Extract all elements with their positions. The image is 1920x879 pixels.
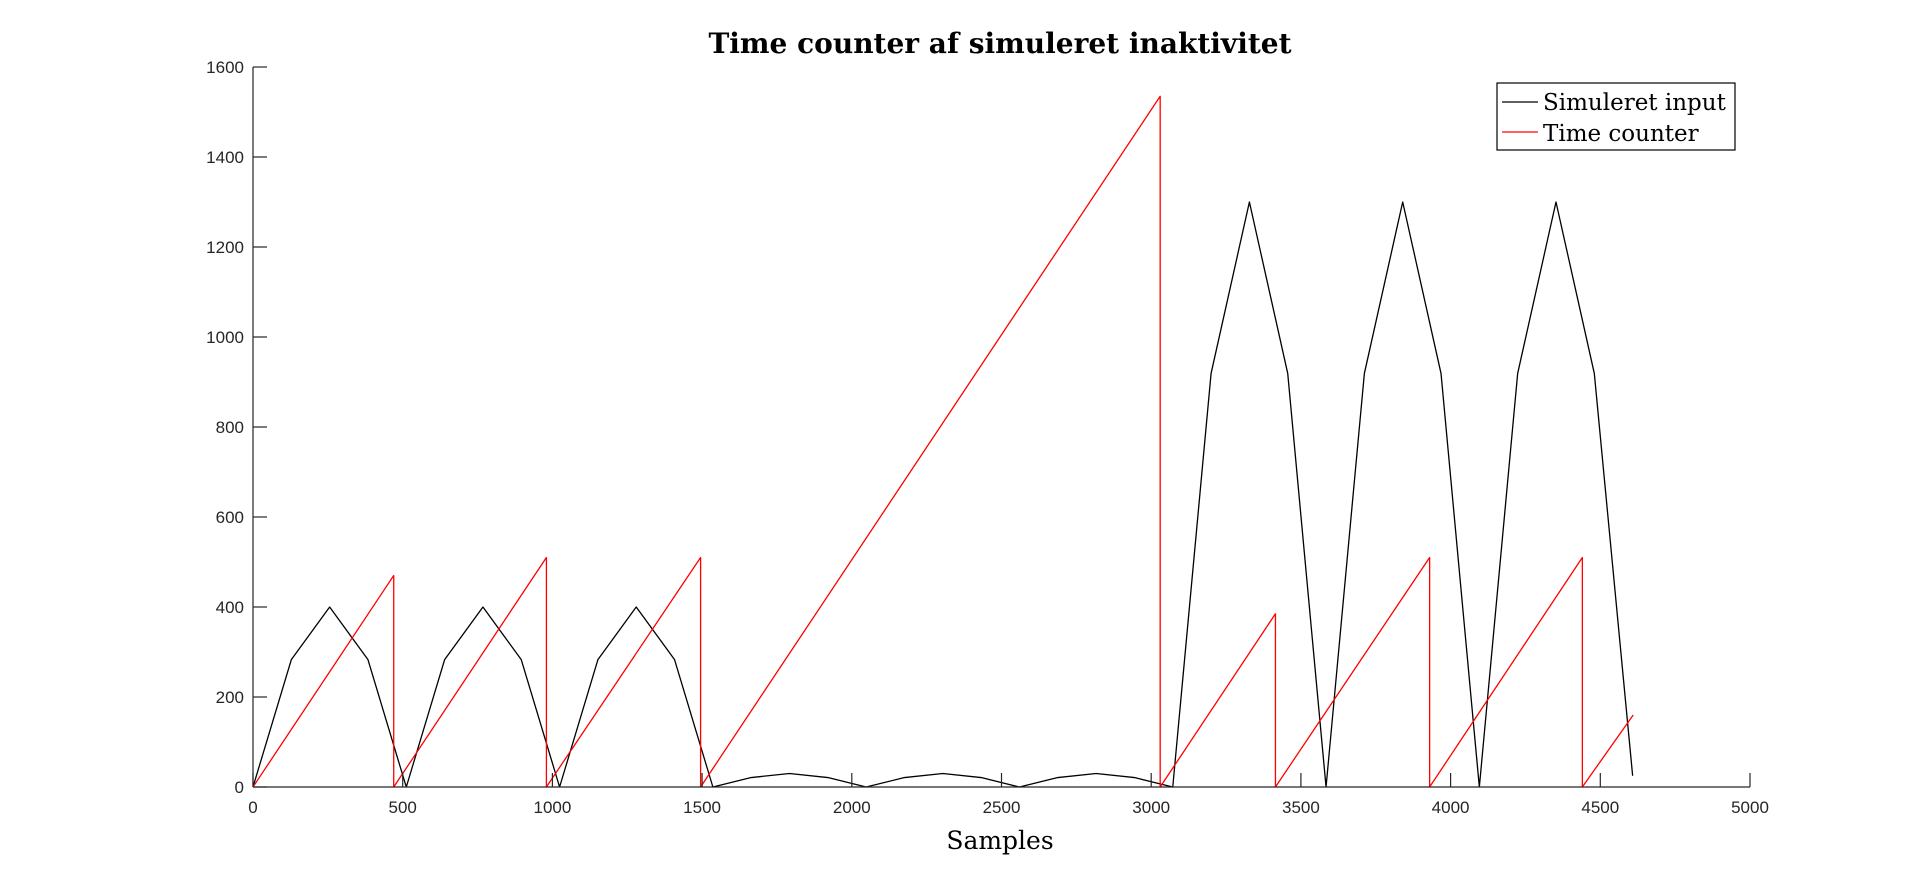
axes-layer: 0 500 1000 1500 2000 2500 3000 3500 4000 4500 5000… xyxy=(206,58,1769,817)
series-line-time-counter xyxy=(252,95,1634,788)
legend-label-simuleret-input: Simuleret input xyxy=(1543,90,1727,116)
series-line-simuleret-input xyxy=(252,201,1634,788)
x-tick-label: 4000 xyxy=(1432,798,1470,817)
legend-box xyxy=(1496,82,1736,151)
legend: Simuleret input Time counter xyxy=(1496,82,1736,151)
x-tick-label: 5000 xyxy=(1731,798,1769,817)
series-layer xyxy=(252,95,1634,788)
x-tick-label: 3000 xyxy=(1132,798,1170,817)
y-tick-label: 1000 xyxy=(206,328,244,347)
x-tick-label: 2000 xyxy=(833,798,871,817)
y-tick-label: 600 xyxy=(216,508,244,527)
legend-label-time-counter: Time counter xyxy=(1543,121,1699,147)
x-tick-label: 3500 xyxy=(1282,798,1320,817)
x-tick-label: 2500 xyxy=(983,798,1021,817)
x-tick-label: 0 xyxy=(248,798,257,817)
x-tick-label: 4500 xyxy=(1581,798,1619,817)
chart-title: Time counter af simuleret inaktivitet xyxy=(708,27,1291,60)
y-tick-label: 800 xyxy=(216,418,244,437)
y-tick-label: 400 xyxy=(216,598,244,617)
y-tick-label: 1400 xyxy=(206,148,244,167)
y-tick-label: 0 xyxy=(235,778,244,797)
x-axis-label: Samples xyxy=(946,826,1053,855)
plot-area: 0 500 1000 1500 2000 2500 3000 3500 4000 4500 5000… xyxy=(206,58,1769,817)
y-tick-label: 1200 xyxy=(206,238,244,257)
y-tick-label: 200 xyxy=(216,688,244,707)
x-tick-label: 1000 xyxy=(533,798,571,817)
y-tick-label: 1600 xyxy=(206,58,244,77)
x-tick-label: 500 xyxy=(389,798,417,817)
x-tick-label: 1500 xyxy=(683,798,721,817)
